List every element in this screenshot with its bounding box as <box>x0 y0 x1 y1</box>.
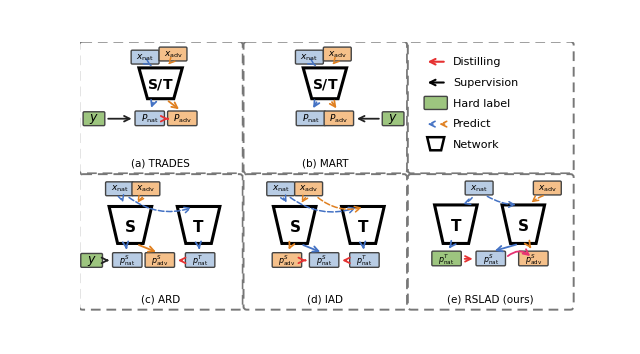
Text: Distilling: Distilling <box>452 57 501 67</box>
FancyBboxPatch shape <box>244 174 407 310</box>
Text: (d) IAD: (d) IAD <box>307 295 343 305</box>
Text: Hard label: Hard label <box>452 99 510 109</box>
FancyBboxPatch shape <box>83 112 105 126</box>
Text: $\mathbf{S}$: $\mathbf{S}$ <box>124 218 136 234</box>
Text: Network: Network <box>452 140 499 150</box>
FancyBboxPatch shape <box>408 174 573 310</box>
Text: $\mathbf{S/T}$: $\mathbf{S/T}$ <box>312 77 338 92</box>
Text: Supervision: Supervision <box>452 78 518 88</box>
Polygon shape <box>342 206 384 244</box>
Text: $\mathbf{S}$: $\mathbf{S}$ <box>517 218 529 234</box>
Text: $P_\mathrm{nat}$: $P_\mathrm{nat}$ <box>302 113 320 125</box>
Text: $x_\mathrm{adv}$: $x_\mathrm{adv}$ <box>136 184 156 194</box>
FancyBboxPatch shape <box>296 50 323 64</box>
Polygon shape <box>502 205 545 244</box>
FancyBboxPatch shape <box>135 111 164 126</box>
FancyBboxPatch shape <box>132 182 160 196</box>
Polygon shape <box>109 206 152 244</box>
FancyBboxPatch shape <box>106 182 134 196</box>
FancyBboxPatch shape <box>296 111 326 126</box>
Text: $p_\mathrm{adv}^S$: $p_\mathrm{adv}^S$ <box>278 253 296 268</box>
FancyBboxPatch shape <box>465 181 493 195</box>
Text: $x_\mathrm{nat}$: $x_\mathrm{nat}$ <box>470 183 488 194</box>
Polygon shape <box>273 206 316 244</box>
Text: $P_\mathrm{adv}$: $P_\mathrm{adv}$ <box>330 113 348 125</box>
FancyBboxPatch shape <box>186 253 215 267</box>
Text: $x_\mathrm{adv}$: $x_\mathrm{adv}$ <box>328 49 347 60</box>
Polygon shape <box>435 205 477 244</box>
Text: $y$: $y$ <box>86 254 97 268</box>
Text: (c) ARD: (c) ARD <box>141 295 180 305</box>
FancyBboxPatch shape <box>294 182 323 196</box>
Text: $\mathbf{S}$: $\mathbf{S}$ <box>289 218 301 234</box>
Text: $y$: $y$ <box>89 112 99 126</box>
Text: $p_\mathrm{nat}^T$: $p_\mathrm{nat}^T$ <box>356 253 372 268</box>
Text: $x_\mathrm{adv}$: $x_\mathrm{adv}$ <box>538 183 557 194</box>
Text: $\mathbf{S/T}$: $\mathbf{S/T}$ <box>147 77 174 92</box>
FancyBboxPatch shape <box>81 253 102 267</box>
FancyBboxPatch shape <box>272 253 301 267</box>
Text: $p_\mathrm{nat}^S$: $p_\mathrm{nat}^S$ <box>316 253 332 268</box>
Text: $p_\mathrm{nat}^T$: $p_\mathrm{nat}^T$ <box>192 253 208 268</box>
Text: $\mathbf{T}$: $\mathbf{T}$ <box>356 218 369 234</box>
Text: $x_\mathrm{nat}$: $x_\mathrm{nat}$ <box>136 52 154 63</box>
FancyBboxPatch shape <box>145 253 175 267</box>
Polygon shape <box>177 206 220 244</box>
FancyBboxPatch shape <box>309 253 339 267</box>
Text: $x_\mathrm{nat}$: $x_\mathrm{nat}$ <box>272 184 290 194</box>
FancyBboxPatch shape <box>408 42 573 173</box>
FancyBboxPatch shape <box>324 111 353 126</box>
FancyBboxPatch shape <box>424 96 447 109</box>
FancyBboxPatch shape <box>168 111 197 126</box>
Polygon shape <box>139 68 182 99</box>
Text: $x_\mathrm{nat}$: $x_\mathrm{nat}$ <box>111 184 129 194</box>
Text: (a) TRADES: (a) TRADES <box>131 158 190 169</box>
Text: $p_\mathrm{adv}^S$: $p_\mathrm{adv}^S$ <box>525 252 542 267</box>
FancyBboxPatch shape <box>476 251 506 266</box>
Text: $x_\mathrm{adv}$: $x_\mathrm{adv}$ <box>163 49 182 60</box>
Text: $x_\mathrm{nat}$: $x_\mathrm{nat}$ <box>301 52 318 63</box>
FancyBboxPatch shape <box>113 253 142 267</box>
Text: (b) MART: (b) MART <box>301 158 348 169</box>
Polygon shape <box>303 68 347 99</box>
FancyBboxPatch shape <box>323 47 351 61</box>
FancyBboxPatch shape <box>244 42 407 173</box>
Text: $y$: $y$ <box>388 112 398 126</box>
Text: $p_\mathrm{nat}^T$: $p_\mathrm{nat}^T$ <box>438 252 454 267</box>
Text: $x_\mathrm{adv}$: $x_\mathrm{adv}$ <box>299 184 318 194</box>
FancyBboxPatch shape <box>349 253 379 267</box>
Text: $\mathbf{T}$: $\mathbf{T}$ <box>193 218 205 234</box>
Text: $P_\mathrm{adv}$: $P_\mathrm{adv}$ <box>173 113 192 125</box>
Text: Predict: Predict <box>452 120 492 130</box>
FancyBboxPatch shape <box>79 42 243 173</box>
FancyBboxPatch shape <box>159 47 187 61</box>
Text: $p_\mathrm{nat}^S$: $p_\mathrm{nat}^S$ <box>119 253 135 268</box>
FancyBboxPatch shape <box>79 174 243 310</box>
Text: $p_\mathrm{nat}^S$: $p_\mathrm{nat}^S$ <box>483 252 499 267</box>
FancyBboxPatch shape <box>382 112 404 126</box>
Text: $P_\mathrm{nat}$: $P_\mathrm{nat}$ <box>141 113 159 125</box>
Text: $\mathbf{T}$: $\mathbf{T}$ <box>450 218 462 234</box>
Polygon shape <box>428 137 444 150</box>
Text: $p_\mathrm{adv}^S$: $p_\mathrm{adv}^S$ <box>151 253 168 268</box>
Text: (e) RSLAD (ours): (e) RSLAD (ours) <box>447 295 534 305</box>
FancyBboxPatch shape <box>432 251 461 266</box>
FancyBboxPatch shape <box>267 182 294 196</box>
FancyBboxPatch shape <box>518 251 548 266</box>
FancyBboxPatch shape <box>533 181 561 195</box>
FancyBboxPatch shape <box>131 50 159 64</box>
